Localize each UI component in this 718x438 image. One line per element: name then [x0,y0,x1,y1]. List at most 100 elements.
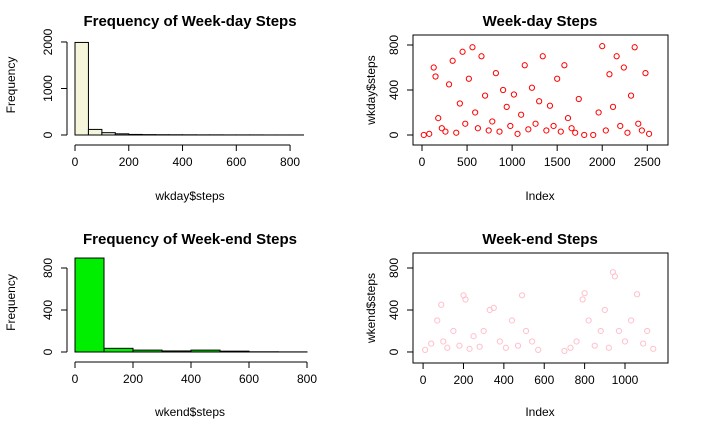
histogram-bar [101,132,116,136]
scatter-point [638,127,645,134]
scatter-point [601,306,608,314]
x-tick-label: 200 [119,155,139,169]
scatter-point [476,343,483,350]
y-tick-label: 0 [387,348,401,355]
scatter-point [575,95,582,103]
scatter-point [635,120,642,127]
x-tick-label: 400 [494,373,514,387]
x-tick-label: 0 [72,372,79,386]
scatter-point [507,122,514,130]
x-tick-label: 600 [226,155,246,169]
scatter-point [428,340,435,347]
scatter-point [567,344,574,351]
scatter-point [613,53,620,60]
y-tick-label: 400 [387,80,401,100]
scatter-point [492,70,499,77]
scatter-point [617,122,624,130]
scatter-point [426,130,433,137]
y-tick-label: 0 [387,131,401,138]
scatter-point [422,346,429,353]
scatter-point [546,102,554,109]
plot-box [412,34,669,146]
scatter-point [605,344,612,351]
scatter-point [536,98,543,105]
scatter-point [620,64,627,71]
x-tick-label: 400 [181,372,201,386]
scatter-point [631,44,638,51]
scatter-point [481,92,489,99]
scatter-point [420,131,427,139]
scatter-point [627,92,635,99]
scatter-point [470,333,477,340]
scatter-point [640,340,647,347]
scatter-point [585,317,592,324]
scatter-point [469,44,476,51]
scatter-point [518,111,525,118]
y-tick-label: 0 [41,348,55,355]
y-axis-label: Frequency [4,57,18,114]
scatter-point [445,81,453,88]
scatter-point [462,296,469,303]
scatter-point [490,304,497,311]
x-tick-label: 0 [419,155,426,169]
scatter-point [466,345,473,352]
scatter-point [502,344,509,351]
scatter-point [525,126,532,133]
scatter-point [573,338,580,345]
y-tick-label: 800 [41,258,55,278]
x-tick-label: 800 [280,155,300,169]
scatter-point [606,71,613,78]
scatter-point [449,57,456,64]
x-tick-label: 1000 [612,373,639,387]
scatter-point [561,347,568,355]
scatter-point [581,290,588,297]
scatter-point [644,327,651,335]
scatter-point [615,327,623,335]
x-tick-label: 800 [297,372,317,386]
y-tick-label: 0 [41,131,55,138]
y-axis-label: Frequency [4,274,18,331]
histogram-bar [219,350,250,353]
x-axis-label: wkend$steps [154,405,225,419]
scatter-point [581,131,588,139]
histogram-bar [190,349,221,353]
plot-box [412,252,669,364]
scatter-point [508,317,516,324]
scatter-point [450,327,457,335]
scatter-point [543,127,550,134]
scatter-point [627,317,635,324]
scatter-point [500,86,507,94]
scatter-point [539,53,546,60]
scatter-point [478,53,485,60]
y-axis-label: wkend$steps [364,273,378,344]
histogram-bar [103,347,134,353]
scatter-point [496,338,503,345]
scatter-point [480,327,487,335]
x-tick-label: 1500 [544,155,571,169]
y-tick-label: 800 [387,258,401,278]
scatter-point [434,317,441,324]
scatter-point [609,103,617,110]
y-tick-label: 800 [387,35,401,55]
scatter-point [595,109,602,116]
histogram-bar [74,41,89,136]
scatter-point [503,103,510,110]
x-axis-label: Index [525,189,554,203]
x-tick-label: 600 [239,372,259,386]
scatter-point [579,296,586,303]
y-tick-label: 400 [41,300,55,320]
scatter-point [435,115,442,122]
scatter-point [564,115,572,122]
chart-title: Week-day Steps [483,13,598,30]
histogram-bar [87,128,103,136]
chart-title: Frequency of Week-end Steps [83,231,297,248]
x-tick-label: 0 [72,155,79,169]
x-tick-label: 2000 [589,155,616,169]
x-tick-label: 1000 [499,155,526,169]
histogram-bar [74,257,105,353]
scatter-point [561,62,568,69]
scatter-point [554,75,561,82]
scatter-point [456,342,463,349]
y-axis-label: wkday$steps [364,55,378,125]
scatter-point [590,131,597,139]
